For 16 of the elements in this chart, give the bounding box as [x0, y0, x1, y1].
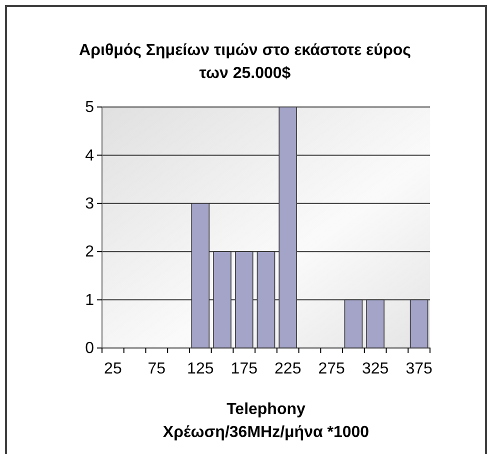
y-tick-label: 2: [85, 244, 94, 261]
x-tick-label: 25: [104, 360, 122, 378]
x-tick-label: 125: [187, 360, 214, 378]
y-tick-label: 4: [85, 147, 94, 164]
x-tick-label: 275: [318, 360, 346, 378]
x-tick-label: 325: [362, 360, 389, 378]
chart-title: Αριθμός Σημείων τιμών στο εκάστοτε εύρος των 25.000$: [79, 42, 411, 82]
x-tick-label: 75: [148, 360, 166, 378]
y-tick-label: 0: [85, 340, 94, 358]
x-tick-label: 225: [274, 360, 302, 378]
y-tick-label: 1: [85, 292, 94, 309]
x-tick-label: 175: [230, 360, 258, 378]
x-axis-title: Telephony Χρέωση/36MHz/μήνα *1000: [162, 401, 370, 441]
y-tick-label: 5: [85, 99, 94, 116]
x-tick-label: 375: [406, 360, 433, 378]
y-tick-label: 3: [85, 196, 94, 213]
